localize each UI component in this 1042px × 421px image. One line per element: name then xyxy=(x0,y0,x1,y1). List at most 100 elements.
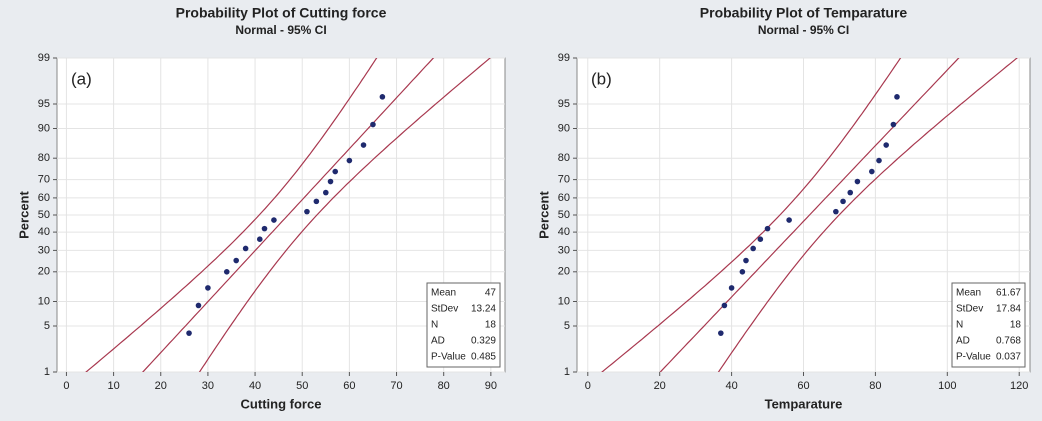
stat-value: 0.329 xyxy=(471,336,496,347)
y-tick-label: 1 xyxy=(44,366,50,378)
stat-label: P-Value xyxy=(431,352,466,363)
x-tick-label: 0 xyxy=(585,380,591,392)
stat-value: 17.84 xyxy=(996,304,1021,315)
x-tick-label: 80 xyxy=(438,380,450,392)
data-point xyxy=(847,189,854,196)
x-axis-label: Temparature xyxy=(765,396,843,411)
data-point xyxy=(728,285,735,291)
data-point xyxy=(195,302,202,309)
stat-label: AD xyxy=(431,336,445,347)
data-point xyxy=(360,142,367,148)
y-tick-label: 99 xyxy=(38,52,50,64)
y-tick-label: 30 xyxy=(558,244,570,256)
ci-band xyxy=(85,58,378,372)
data-point xyxy=(304,208,310,215)
fit-line xyxy=(659,58,960,372)
chart-subtitle: Normal - 95% CI xyxy=(235,23,326,37)
panel-label: (a) xyxy=(71,69,92,88)
stat-value: 47 xyxy=(485,288,497,299)
x-tick-label: 50 xyxy=(296,380,308,392)
chart-title: Probability Plot of Temparature xyxy=(700,5,908,21)
data-point xyxy=(346,157,353,164)
data-point xyxy=(750,245,756,252)
data-point xyxy=(327,178,334,185)
data-point xyxy=(833,208,839,215)
y-tick-label: 80 xyxy=(558,152,570,164)
x-tick-label: 30 xyxy=(202,380,214,392)
data-point xyxy=(233,257,239,264)
data-point xyxy=(271,217,277,223)
x-tick-label: 90 xyxy=(485,380,497,392)
fit-lines xyxy=(601,58,1018,372)
y-tick-label: 20 xyxy=(38,266,50,278)
x-tick-label: 60 xyxy=(343,380,355,392)
stat-label: N xyxy=(431,320,438,331)
x-tick-label: 0 xyxy=(63,380,69,392)
y-tick-label: 5 xyxy=(564,320,570,332)
fit-lines xyxy=(85,58,491,372)
x-tick-label: 70 xyxy=(390,380,402,392)
data-point xyxy=(764,225,771,232)
y-tick-label: 95 xyxy=(38,98,50,110)
data-point xyxy=(332,168,339,175)
chart-subtitle: Normal - 95% CI xyxy=(758,23,849,37)
y-axis-label: Percent xyxy=(536,190,551,238)
data-point xyxy=(743,257,749,264)
y-tick-label: 95 xyxy=(558,98,570,110)
x-tick-label: 20 xyxy=(654,380,666,392)
data-point xyxy=(786,217,792,223)
y-tick-label: 40 xyxy=(38,226,50,238)
data-point xyxy=(261,225,268,232)
x-axis-label: Cutting force xyxy=(241,396,322,411)
stat-value: 13.24 xyxy=(471,304,496,315)
x-tick-label: 20 xyxy=(155,380,167,392)
data-point xyxy=(739,268,746,275)
y-tick-label: 70 xyxy=(38,174,50,186)
data-point xyxy=(840,198,846,205)
x-tick-label: 10 xyxy=(107,380,119,392)
y-tick-label: 60 xyxy=(38,192,50,204)
x-tick-label: 100 xyxy=(938,380,956,392)
y-tick-label: 99 xyxy=(558,52,570,64)
data-point xyxy=(894,94,900,100)
y-tick-label: 20 xyxy=(558,266,570,278)
chart-title: Probability Plot of Cutting force xyxy=(176,5,387,21)
stat-value: 0.485 xyxy=(471,352,496,363)
y-tick-label: 60 xyxy=(558,192,570,204)
fit-line xyxy=(141,58,435,372)
data-point xyxy=(854,178,861,185)
ci-band xyxy=(198,58,491,372)
data-point xyxy=(718,330,724,336)
y-tick-label: 10 xyxy=(558,295,570,307)
stat-label: AD xyxy=(956,336,970,347)
y-tick-label: 30 xyxy=(38,244,50,256)
stat-label: StDev xyxy=(431,304,458,315)
data-point xyxy=(223,268,230,275)
stat-value: 18 xyxy=(1010,320,1022,331)
stat-value: 0.037 xyxy=(996,352,1021,363)
y-axis-label: Percent xyxy=(16,190,31,238)
data-point xyxy=(883,142,889,148)
stat-label: Mean xyxy=(956,288,981,299)
data-point xyxy=(379,94,386,100)
stats-box xyxy=(951,282,1026,368)
x-tick-label: 60 xyxy=(797,380,809,392)
y-tick-label: 90 xyxy=(558,122,570,134)
y-tick-label: 50 xyxy=(38,209,50,221)
stat-value: 61.67 xyxy=(996,288,1021,299)
data-point xyxy=(205,285,211,291)
stat-label: P-Value xyxy=(956,352,991,363)
data-point xyxy=(757,236,764,242)
y-tick-label: 5 xyxy=(44,320,50,332)
panel-label: (b) xyxy=(591,69,612,88)
data-point xyxy=(313,198,320,205)
ci-band xyxy=(601,58,902,372)
y-tick-label: 1 xyxy=(564,366,570,378)
stat-label: StDev xyxy=(956,304,983,315)
y-tick-label: 50 xyxy=(558,209,570,221)
data-point xyxy=(876,157,882,164)
x-tick-label: 40 xyxy=(725,380,737,392)
x-tick-label: 120 xyxy=(1010,380,1028,392)
y-tick-label: 90 xyxy=(38,122,50,134)
